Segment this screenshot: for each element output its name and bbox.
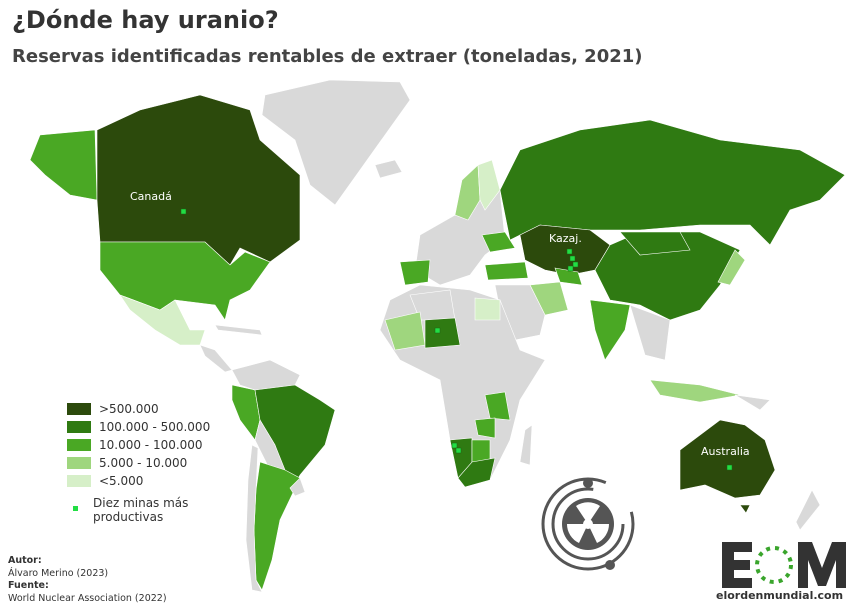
country-spain bbox=[399, 259, 431, 286]
source-label: Fuente: bbox=[8, 580, 49, 591]
country-egypt bbox=[474, 297, 501, 321]
legend-swatch bbox=[67, 421, 91, 433]
mine-marker bbox=[455, 447, 462, 454]
country-tasmania bbox=[739, 504, 751, 514]
country-alaska bbox=[29, 129, 98, 201]
legend-item: 100.000 - 500.000 bbox=[67, 418, 210, 436]
legend-label: <5.000 bbox=[99, 474, 144, 488]
region-central-america bbox=[199, 344, 233, 373]
region-southeast-asia bbox=[629, 304, 671, 361]
legend-swatch bbox=[67, 475, 91, 487]
legend-item: 10.000 - 100.000 bbox=[67, 436, 210, 454]
country-south-africa bbox=[457, 457, 496, 488]
country-argentina bbox=[253, 461, 301, 591]
country-zambia bbox=[474, 417, 496, 439]
country-madagascar bbox=[519, 424, 533, 466]
country-new-zealand bbox=[795, 489, 821, 531]
legend-swatch bbox=[67, 439, 91, 451]
author: Álvaro Merino (2023) bbox=[8, 567, 109, 579]
country-turkey bbox=[484, 261, 529, 281]
country-usa bbox=[99, 241, 271, 321]
mine-marker-icon bbox=[73, 506, 78, 511]
legend-label: Diez minas más productivas bbox=[93, 496, 189, 524]
mine-marker bbox=[572, 261, 579, 268]
country-chile bbox=[245, 444, 263, 593]
credits: Autor: Álvaro Merino (2023) Fuente: Worl… bbox=[8, 555, 167, 605]
eom-logo bbox=[722, 542, 846, 588]
radiation-atom-icon bbox=[541, 477, 635, 571]
country-greenland bbox=[261, 79, 411, 206]
legend-label: 100.000 - 500.000 bbox=[99, 420, 211, 434]
legend-item: >500.000 bbox=[67, 400, 210, 418]
country-japan bbox=[717, 249, 746, 286]
mine-marker bbox=[566, 248, 573, 255]
country-ukraine bbox=[481, 231, 516, 253]
country-papua bbox=[734, 394, 771, 411]
country-niger bbox=[424, 317, 461, 349]
country-mexico bbox=[119, 294, 206, 346]
map-label-canada: Canadá bbox=[130, 190, 172, 203]
mine-marker bbox=[569, 255, 576, 262]
mine-marker bbox=[451, 442, 458, 449]
mine-marker bbox=[567, 265, 574, 272]
country-botswana bbox=[471, 439, 491, 463]
legend-item-mines: Diez minas más productivas bbox=[67, 496, 210, 524]
page-subtitle: Reservas identificadas rentables de extr… bbox=[12, 46, 643, 67]
country-iceland bbox=[374, 159, 403, 179]
country-india bbox=[589, 299, 631, 361]
mine-marker bbox=[180, 208, 187, 215]
legend-label: 5.000 - 10.000 bbox=[99, 456, 188, 470]
country-mongolia bbox=[619, 231, 691, 256]
legend-label: 10.000 - 100.000 bbox=[99, 438, 203, 452]
source: World Nuclear Association (2022) bbox=[8, 592, 167, 604]
legend: >500.000 100.000 - 500.000 10.000 - 100.… bbox=[67, 400, 210, 524]
author-label: Autor: bbox=[8, 555, 42, 566]
mine-marker bbox=[726, 464, 733, 471]
country-australia bbox=[679, 419, 776, 499]
country-uruguay bbox=[289, 477, 306, 497]
legend-swatch bbox=[67, 457, 91, 469]
country-car-tz bbox=[484, 391, 511, 421]
country-indonesia bbox=[649, 379, 741, 403]
country-finland bbox=[477, 159, 501, 211]
map-label-australia: Australia bbox=[701, 445, 750, 458]
legend-label: >500.000 bbox=[99, 402, 159, 416]
region-caribbean bbox=[214, 324, 263, 336]
page-title: ¿Dónde hay uranio? bbox=[12, 6, 279, 34]
map-label-kazakhstan: Kazaj. bbox=[549, 232, 582, 245]
legend-item: 5.000 - 10.000 bbox=[67, 454, 210, 472]
legend-swatch bbox=[67, 403, 91, 415]
logo-url[interactable]: elordenmundial.com bbox=[716, 589, 844, 602]
legend-item: <5.000 bbox=[67, 472, 210, 490]
mine-marker bbox=[434, 327, 441, 334]
